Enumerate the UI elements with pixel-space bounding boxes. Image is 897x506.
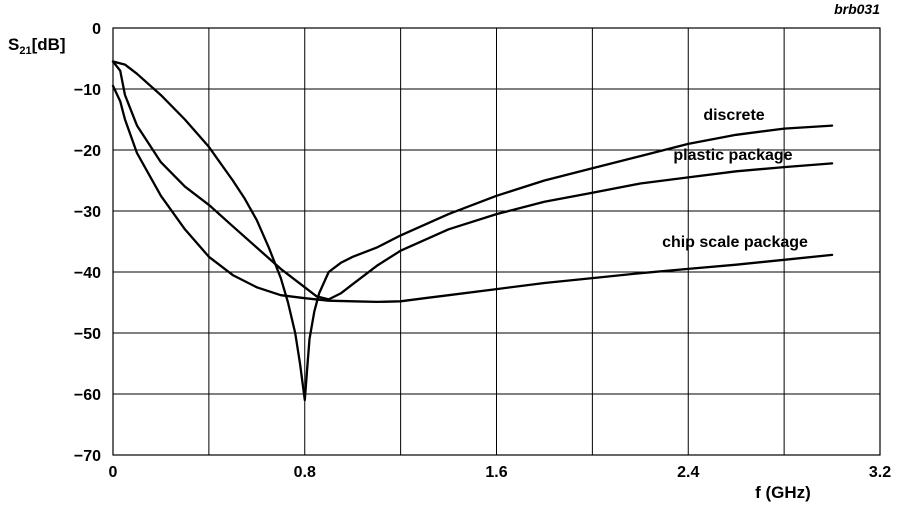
y-tick-label: −40 [74, 265, 101, 282]
series-label-plastic-package: plastic package [673, 147, 792, 164]
series-line-plastic-package [111, 60, 834, 301]
y-tick-label: −70 [74, 448, 101, 465]
x-tick-label: 1.6 [485, 464, 507, 481]
y-axis-label-unit: [dB] [32, 35, 66, 54]
y-tick-label: −10 [74, 82, 101, 99]
plot-frame [112, 27, 881, 456]
figure-code: brb031 [834, 1, 880, 17]
y-tick-label: −20 [74, 143, 101, 160]
y-axis-label: S21[dB] [8, 35, 66, 57]
grid [112, 27, 881, 456]
y-tick-label: −30 [74, 204, 101, 221]
x-tick-label: 3.2 [869, 464, 891, 481]
y-axis-label-main: S [8, 35, 19, 54]
x-tick-label: 2.4 [677, 464, 699, 481]
series-layer [111, 60, 834, 402]
x-tick-label: 0 [109, 464, 118, 481]
y-tick-label: −60 [74, 387, 101, 404]
series-label-chip-scale-package: chip scale package [662, 234, 808, 251]
y-tick-label: 0 [92, 21, 101, 38]
y-axis-label-sub: 21 [19, 45, 31, 57]
series-line-discrete [111, 60, 834, 402]
x-axis-label: f (GHz) [755, 483, 811, 502]
series-label-discrete: discrete [703, 107, 764, 124]
tick-labels: 0 0.8 1.6 2.4 3.2 0 −10 −20 −30 −40 −50 −60 −70 [74, 21, 891, 481]
x-tick-label: 0.8 [294, 464, 316, 481]
y-tick-label: −50 [74, 326, 101, 343]
series-line-chip-scale-package [111, 84, 834, 304]
